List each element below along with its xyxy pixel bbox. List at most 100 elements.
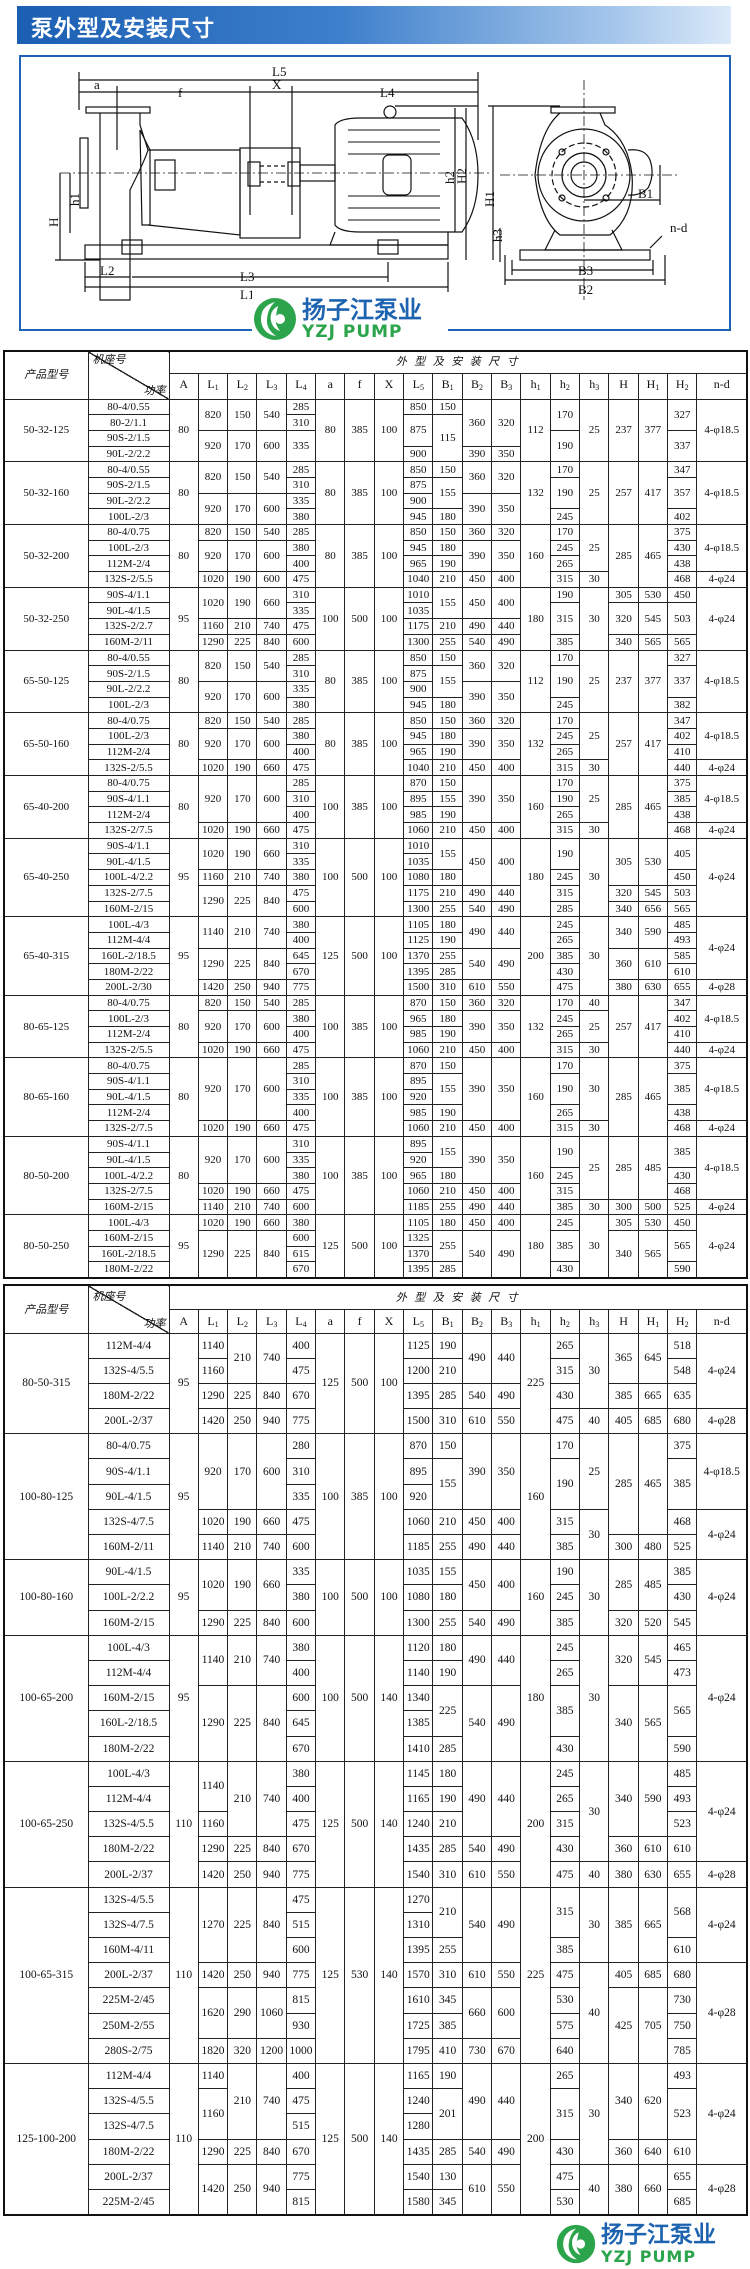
cell-h2: 190 bbox=[549, 1135, 581, 1169]
cell-H1: 545 bbox=[637, 1634, 669, 1687]
cell-motor: 160M-4/11 bbox=[87, 1936, 170, 1964]
cell-motor: 90L-2/2.2 bbox=[87, 680, 170, 698]
cell-B3: 440 bbox=[491, 1198, 522, 1216]
header-col-label: H bbox=[646, 1313, 656, 1328]
cell-motor: 112M-4/4 bbox=[87, 1785, 170, 1813]
cell-n-d: 4-φ18.5 bbox=[696, 649, 748, 714]
cell-H2: 493 bbox=[667, 2062, 698, 2090]
table-row: 90L-2/2.2 920 170 600 335 900 390 350 bbox=[4, 680, 747, 714]
cell-L4: 310 bbox=[285, 837, 317, 855]
cell-H: 360 bbox=[608, 1836, 639, 1863]
cell-A: 110 bbox=[168, 2062, 199, 2216]
header-frame-power: 机座号 功率 bbox=[87, 1284, 170, 1334]
header-col-subscript: 3 bbox=[508, 383, 513, 392]
cell-h2: 315 bbox=[549, 602, 581, 635]
cell-h2: 245 bbox=[549, 916, 581, 933]
cell-a: 100 bbox=[315, 1559, 346, 1636]
cell-n-d: 4-φ28 bbox=[696, 1861, 748, 1888]
cell-L4: 600 bbox=[285, 1685, 317, 1712]
cell-L5: 1060 bbox=[403, 1120, 434, 1137]
cell-L5: 1200 bbox=[403, 1357, 434, 1384]
cell-L1: 920 bbox=[197, 680, 229, 714]
cell-n-d: 4-φ24 bbox=[696, 1214, 748, 1278]
cell-X: 100 bbox=[373, 586, 405, 651]
cell-L2: 190 bbox=[227, 1120, 258, 1137]
cell-H: 340 bbox=[608, 900, 639, 918]
cell-n-d: 4-φ18.5 bbox=[696, 1057, 748, 1122]
cell-motor: 132S-2/2.7 bbox=[87, 618, 170, 635]
cell-L5: 1795 bbox=[403, 2037, 434, 2064]
cell-h1: 180 bbox=[520, 586, 551, 651]
cell-L3: 740 bbox=[256, 1332, 287, 1384]
header-col-label: L bbox=[295, 1313, 303, 1328]
cell-B2: 390 bbox=[461, 774, 493, 824]
cell-L3: 660 bbox=[256, 1041, 287, 1059]
table-row: 160L-2/18.5 615 1370 bbox=[4, 1245, 747, 1263]
cell-motor: 90S-4/1.1 bbox=[87, 1135, 170, 1153]
header-col-label: L bbox=[236, 377, 244, 391]
cell-L3: 540 bbox=[256, 398, 287, 431]
cell-B3: 490 bbox=[491, 1685, 522, 1762]
cell-H2: 610 bbox=[667, 1936, 698, 1964]
header-col-subscript: 1 bbox=[449, 1319, 454, 1329]
cell-h2: 190 bbox=[549, 837, 581, 871]
cell-H1: 590 bbox=[637, 1760, 669, 1838]
table-row: 90S-4/1.1 310 895 155 190 385 bbox=[4, 790, 747, 808]
cell-B1: 155 bbox=[432, 790, 463, 808]
cell-motor: 132S-2/5.5 bbox=[87, 571, 170, 588]
cell-L3: 740 bbox=[256, 1533, 287, 1561]
cell-L5: 1105 bbox=[403, 1214, 434, 1231]
cell-n-d: 4-φ18.5 bbox=[696, 1433, 748, 1510]
cell-motor: 132S-2/5.5 bbox=[87, 1041, 170, 1059]
cell-L2: 210 bbox=[227, 2062, 258, 2140]
cell-motor: 160M-2/15 bbox=[87, 1198, 170, 1216]
cell-H: 285 bbox=[608, 1559, 639, 1611]
cell-H1: 545 bbox=[637, 602, 669, 635]
cell-H2: 440 bbox=[667, 1041, 698, 1059]
table-row: 100-65-315 132S-4/5.5 110 1270 225 840 475 125 5… bbox=[3, 1886, 748, 2064]
cell-a: 100 bbox=[315, 586, 346, 651]
cell-n-d: 4-φ24 bbox=[696, 822, 748, 839]
cell-L3: 600 bbox=[256, 727, 287, 761]
header-model: 产品型号 bbox=[3, 1284, 89, 1334]
cell-B3: 440 bbox=[491, 1332, 522, 1384]
cell-B2: 390 bbox=[461, 492, 493, 526]
cell-B3: 400 bbox=[491, 1041, 522, 1059]
cell-L4: 775 bbox=[285, 1408, 317, 1435]
cell-L2: 170 bbox=[227, 1135, 258, 1184]
cell-H: 380 bbox=[608, 978, 639, 996]
cell-L3: 740 bbox=[256, 916, 287, 949]
cell-model: 65-40-200 bbox=[3, 775, 89, 839]
cell-H1: 377 bbox=[637, 649, 669, 714]
cell-L4: 285 bbox=[285, 994, 317, 1012]
cell-L2: 150 bbox=[227, 994, 258, 1012]
cell-A: 95 bbox=[168, 837, 199, 918]
cell-B1: 190 bbox=[432, 1026, 463, 1043]
header-frame: 机座号 bbox=[92, 353, 126, 366]
table-row: 132S-4/5.5 1160 475 1240 210 315 523 bbox=[4, 1811, 747, 1838]
cell-h3: 30 bbox=[579, 759, 610, 776]
cell-L1: 820 bbox=[197, 524, 229, 541]
cell-f: 385 bbox=[344, 524, 375, 588]
cell-B2: 390 bbox=[461, 1433, 493, 1510]
table-row: 90L-4/1.5 335 1035 bbox=[4, 853, 747, 871]
cell-H1: 417 bbox=[637, 994, 669, 1059]
cell-L3: 740 bbox=[256, 2062, 287, 2140]
cell-L4: 400 bbox=[285, 931, 317, 949]
header-col-label: L bbox=[207, 1313, 215, 1328]
cell-L5: 985 bbox=[403, 806, 434, 824]
cell-H1: 656 bbox=[637, 900, 669, 918]
table-row: 80-2/1.1 310 875 115 bbox=[4, 414, 747, 463]
header-col-L5: L5 bbox=[403, 372, 434, 400]
cell-L4: 310 bbox=[285, 1135, 317, 1153]
cell-L1: 1020 bbox=[197, 1214, 229, 1231]
cell-L1: 1020 bbox=[197, 1508, 229, 1536]
cell-B2: 540 bbox=[461, 2138, 493, 2165]
cell-L2: 170 bbox=[227, 680, 258, 714]
cell-h1: 160 bbox=[520, 1559, 551, 1636]
cell-H: 257 bbox=[608, 994, 639, 1059]
cell-B1: 190 bbox=[432, 555, 463, 573]
cell-h2: 265 bbox=[549, 1332, 581, 1359]
cell-L5: 965 bbox=[403, 555, 434, 573]
cell-B2: 450 bbox=[461, 1120, 493, 1137]
